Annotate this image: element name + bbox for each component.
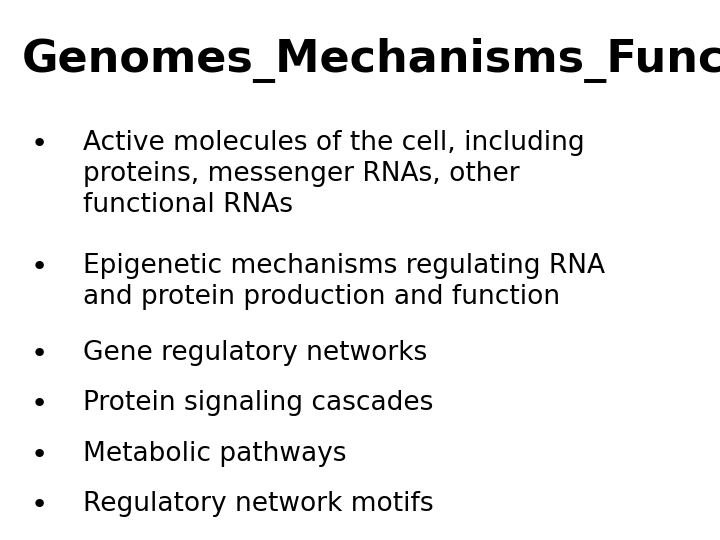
Text: •: • xyxy=(31,340,48,368)
Text: •: • xyxy=(31,441,48,469)
Text: •: • xyxy=(31,253,48,281)
Text: Gene regulatory networks: Gene regulatory networks xyxy=(83,340,427,366)
Text: Genomes_Mechanisms_Functions: Genomes_Mechanisms_Functions xyxy=(22,38,720,83)
Text: Protein signaling cascades: Protein signaling cascades xyxy=(83,390,433,416)
Text: •: • xyxy=(31,130,48,158)
Text: Metabolic pathways: Metabolic pathways xyxy=(83,441,346,467)
Text: Epigenetic mechanisms regulating RNA
and protein production and function: Epigenetic mechanisms regulating RNA and… xyxy=(83,253,605,310)
Text: Active molecules of the cell, including
proteins, messenger RNAs, other
function: Active molecules of the cell, including … xyxy=(83,130,585,218)
Text: Regulatory network motifs: Regulatory network motifs xyxy=(83,491,433,517)
Text: •: • xyxy=(31,491,48,519)
Text: •: • xyxy=(31,390,48,418)
